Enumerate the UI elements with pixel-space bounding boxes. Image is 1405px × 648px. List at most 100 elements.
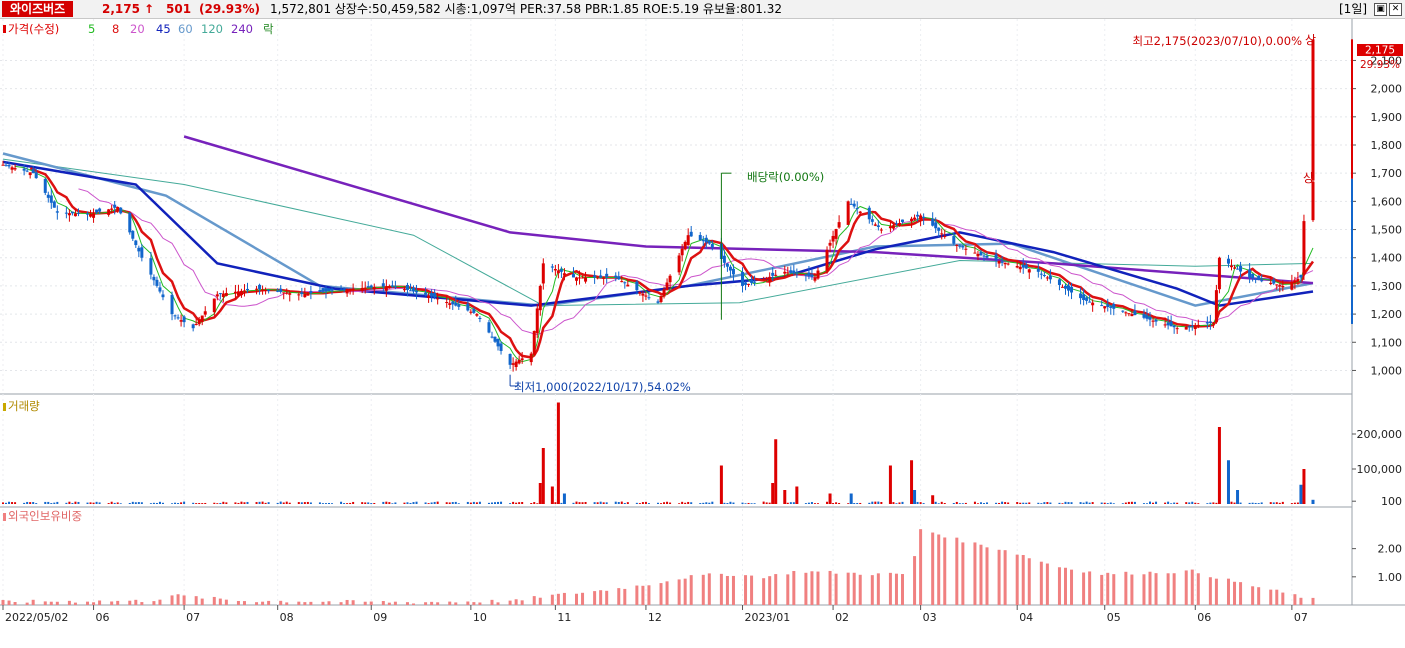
foreign-bar (1214, 578, 1218, 605)
volume-bar (297, 502, 300, 504)
volume-bar (276, 502, 279, 504)
candle-body (994, 254, 998, 261)
volume-bar (53, 502, 56, 504)
volume-bar (303, 502, 306, 504)
volume-bar (1025, 502, 1028, 504)
candle-body (1036, 269, 1040, 272)
candle-body (22, 168, 26, 171)
volume-bar (403, 502, 406, 504)
candle-body (659, 296, 663, 302)
volume-bar (116, 502, 119, 504)
volume-bar (1185, 502, 1188, 504)
volume-spike-bar (541, 448, 545, 504)
foreign-bar (182, 595, 186, 605)
foreign-bar (297, 601, 301, 605)
foreign-bar (448, 601, 452, 605)
foreign-bar (834, 573, 838, 605)
volume-bar (521, 501, 524, 504)
volume-bar (1155, 501, 1158, 504)
foreign-bar (532, 596, 536, 605)
volume-bar (195, 503, 198, 504)
foreign-bar (647, 585, 651, 605)
volume-bar (690, 502, 693, 504)
candle-body (593, 275, 597, 278)
candle-body (7, 165, 11, 167)
candle-body (828, 242, 832, 246)
volume-bar (155, 502, 158, 504)
close-icon[interactable]: ✕ (1389, 3, 1402, 16)
candle-body (1248, 269, 1252, 278)
candle-body (689, 231, 693, 237)
volume-bar (192, 502, 195, 504)
legend-ma5: 5 (88, 22, 95, 36)
foreign-tick-label: 2.00 (1378, 543, 1403, 556)
x-tick-label: 06 (1197, 611, 1211, 624)
candle-body (387, 286, 391, 288)
volume-bar (201, 503, 204, 504)
candle-body (1015, 266, 1019, 268)
candle-body (900, 219, 904, 222)
candle-body (1275, 284, 1279, 286)
foreign-bar (677, 579, 681, 605)
candle-body (1269, 282, 1273, 285)
candle-body (511, 363, 515, 365)
volume-bar (729, 501, 732, 504)
candle-body (67, 213, 71, 216)
foreign-bar (701, 574, 705, 605)
volume-bar (1170, 503, 1173, 504)
volume-bar (1152, 502, 1155, 504)
volume-bar (1103, 502, 1106, 504)
candle-body (297, 294, 301, 296)
volume-bar (892, 502, 895, 504)
price-tick-label: 1,400 (1371, 252, 1403, 265)
candle-body (46, 194, 50, 198)
candle-body (1006, 263, 1010, 265)
foreign-bar (617, 588, 621, 605)
foreign-bar (490, 599, 494, 605)
volume-bar (89, 502, 92, 504)
volume-bar (723, 502, 726, 504)
volume-bar (1260, 502, 1263, 504)
volume-bar (1079, 502, 1082, 504)
candle-body (825, 249, 829, 271)
candle-body (683, 241, 687, 250)
candle-body (1239, 265, 1243, 272)
period-selector[interactable]: [1일] (1339, 2, 1368, 16)
candle-body (1281, 285, 1285, 288)
volume-bar (454, 501, 457, 504)
foreign-bar (218, 598, 222, 605)
candle-body (149, 258, 153, 275)
volume-spike-bar (1302, 469, 1306, 504)
volume-bar (747, 502, 750, 504)
foreign-bar (792, 570, 796, 605)
candle-body (804, 274, 808, 276)
candle-body (255, 288, 259, 290)
volume-bar (895, 503, 898, 504)
foreign-bar (92, 602, 96, 605)
volume-bar (445, 502, 448, 504)
stock-name[interactable]: 와이즈버즈 (2, 1, 74, 17)
foreign-bar (575, 593, 579, 605)
volume-bar (853, 503, 856, 504)
candle-body (1067, 285, 1071, 291)
foreign-bar (1226, 578, 1230, 605)
volume-bar (705, 502, 708, 504)
volume-bar (1230, 501, 1233, 504)
stock-chart[interactable]: 2,100 2,000 1,900 1,800 1,700 1,600 1,500 1,400… (0, 19, 1405, 648)
foreign-bar (1112, 574, 1116, 605)
volume-bar (258, 501, 261, 504)
volume-bar (1293, 502, 1296, 504)
restore-icon[interactable]: ▣ (1374, 3, 1387, 16)
volume-bar (306, 501, 309, 504)
price-change-pct: (29.93%) (199, 2, 260, 16)
volume-bar (584, 501, 587, 504)
candle-body (1272, 279, 1276, 284)
candle-body (786, 272, 790, 274)
price-tick-label: 1,700 (1371, 167, 1403, 180)
volume-bar (180, 502, 183, 504)
candle-body (1103, 306, 1107, 309)
volume-bar (352, 501, 355, 504)
volume-bar (364, 502, 367, 504)
foreign-bar (49, 601, 53, 605)
candle-body (813, 277, 817, 281)
